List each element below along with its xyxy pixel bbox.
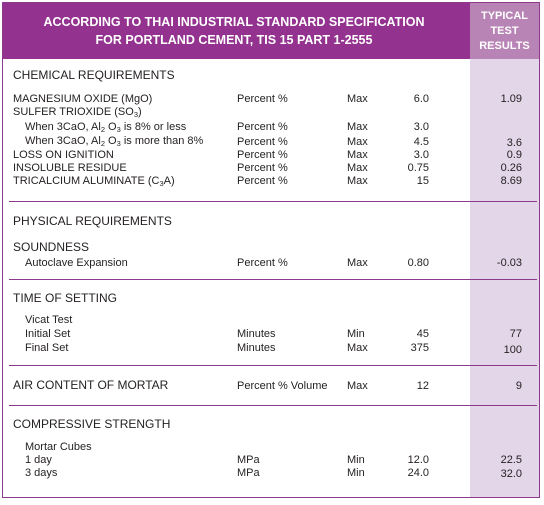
air-content-limit: Max bbox=[347, 380, 368, 392]
so3-b-t1: When 3CaO, Al bbox=[25, 135, 101, 147]
final-set-name: Final Set bbox=[25, 342, 69, 354]
autoclave-unit: Percent % bbox=[237, 257, 288, 269]
ir-unit: Percent % bbox=[237, 162, 288, 174]
so3-a-name: When 3CaO, Al2 O3 is 8% or less bbox=[25, 120, 186, 134]
so3-a-unit: Percent % bbox=[237, 121, 288, 133]
so3-name-text: SULFER TRIOXIDE (SO bbox=[13, 106, 134, 118]
so3-a-limit: Max bbox=[347, 121, 368, 133]
loi-result: 0.9 bbox=[506, 149, 522, 161]
autoclave-name: Autoclave Expansion bbox=[25, 257, 128, 269]
air-content-result: 9 bbox=[515, 380, 522, 392]
header-title: ACCORDING TO THAI INDUSTRIAL STANDARD SP… bbox=[3, 13, 465, 49]
mgo-limit: Max bbox=[347, 93, 368, 105]
mgo-spec: 6.0 bbox=[413, 93, 429, 105]
c3a-name: TRICALCIUM ALUMINATE (C3A) bbox=[13, 174, 175, 188]
ir-limit: Max bbox=[347, 162, 368, 174]
initial-set-limit: Min bbox=[347, 328, 365, 340]
results-header-line-2: TEST bbox=[490, 25, 519, 37]
initial-set-spec: 45 bbox=[416, 328, 429, 340]
initial-set-unit: Minutes bbox=[237, 328, 276, 340]
so3-b-name: When 3CaO, Al2 O3 is more than 8% bbox=[25, 134, 203, 148]
ir-spec: 0.75 bbox=[407, 162, 429, 174]
initial-set-name: Initial Set bbox=[25, 328, 71, 340]
air-content-title: AIR CONTENT OF MORTAR bbox=[13, 378, 169, 392]
mgo-unit: Percent % bbox=[237, 93, 288, 105]
autoclave-limit: Max bbox=[347, 257, 368, 269]
initial-set-result: 77 bbox=[509, 328, 522, 340]
air-content-unit: Percent % Volume bbox=[237, 380, 328, 392]
c3a-limit: Max bbox=[347, 175, 368, 187]
header-title-line-2: FOR PORTLAND CEMENT, TIS 15 PART 1-2555 bbox=[95, 33, 373, 47]
c3a-name-sub: 3 bbox=[159, 179, 164, 188]
so3-b-limit: Max bbox=[347, 136, 368, 148]
loi-limit: Max bbox=[347, 149, 368, 161]
autoclave-spec: 0.80 bbox=[407, 257, 429, 269]
results-header-line-1: TYPICAL bbox=[480, 10, 529, 22]
header-title-line-1: ACCORDING TO THAI INDUSTRIAL STANDARD SP… bbox=[43, 15, 425, 29]
so3-a-s2: 3 bbox=[116, 125, 121, 134]
so3-b-unit: Percent % bbox=[237, 136, 288, 148]
final-set-result: 100 bbox=[503, 344, 522, 356]
c3a-name-end: A) bbox=[163, 175, 175, 187]
loi-unit: Percent % bbox=[237, 149, 288, 161]
so3-a-t2: O bbox=[105, 121, 117, 133]
so3-b-result: 3.6 bbox=[506, 137, 522, 149]
results-header: TYPICAL TEST RESULTS bbox=[470, 3, 539, 59]
divider-soundness bbox=[9, 279, 537, 280]
three-days-unit: MPa bbox=[237, 467, 260, 479]
loi-name: LOSS ON IGNITION bbox=[13, 149, 114, 161]
one-day-limit: Min bbox=[347, 454, 365, 466]
divider-chemical bbox=[9, 201, 537, 202]
autoclave-result: -0.03 bbox=[496, 257, 522, 269]
one-day-result: 22.5 bbox=[500, 454, 522, 466]
final-set-limit: Max bbox=[347, 342, 368, 354]
so3-name: SULFER TRIOXIDE (SO3) bbox=[13, 105, 142, 119]
mortar-cubes-label: Mortar Cubes bbox=[25, 441, 92, 453]
so3-a-t1: When 3CaO, Al bbox=[25, 121, 101, 133]
c3a-spec: 15 bbox=[416, 175, 429, 187]
results-header-title: TYPICAL TEST RESULTS bbox=[470, 9, 539, 54]
setting-section-title: TIME OF SETTING bbox=[13, 291, 117, 305]
three-days-result: 32.0 bbox=[500, 468, 522, 480]
spec-table: ACCORDING TO THAI INDUSTRIAL STANDARD SP… bbox=[2, 2, 540, 498]
divider-air bbox=[9, 405, 537, 406]
mgo-result: 1.09 bbox=[500, 93, 522, 105]
three-days-limit: Min bbox=[347, 467, 365, 479]
air-content-spec: 12 bbox=[416, 380, 429, 392]
so3-b-t2: O bbox=[105, 135, 117, 147]
one-day-name: 1 day bbox=[25, 454, 52, 466]
so3-b-s1: 2 bbox=[100, 139, 105, 148]
final-set-unit: Minutes bbox=[237, 342, 276, 354]
table-header: ACCORDING TO THAI INDUSTRIAL STANDARD SP… bbox=[3, 3, 539, 59]
so3-b-t3: is more than 8% bbox=[120, 135, 204, 147]
one-day-spec: 12.0 bbox=[407, 454, 429, 466]
compressive-section-title: COMPRESSIVE STRENGTH bbox=[13, 417, 171, 431]
so3-b-spec: 4.5 bbox=[413, 136, 429, 148]
c3a-result: 8.69 bbox=[500, 175, 522, 187]
physical-section-title: PHYSICAL REQUIREMENTS bbox=[13, 214, 172, 228]
one-day-unit: MPa bbox=[237, 454, 260, 466]
three-days-spec: 24.0 bbox=[407, 467, 429, 479]
ir-name: INSOLUBLE RESIDUE bbox=[13, 162, 127, 174]
results-header-line-3: RESULTS bbox=[479, 40, 530, 52]
final-set-spec: 375 bbox=[410, 342, 429, 354]
so3-name-sub: 3 bbox=[133, 110, 138, 119]
three-days-name: 3 days bbox=[25, 467, 58, 479]
loi-spec: 3.0 bbox=[413, 149, 429, 161]
so3-a-t3: is 8% or less bbox=[120, 121, 187, 133]
c3a-name-text: TRICALCIUM ALUMINATE (C bbox=[13, 175, 160, 187]
soundness-title: SOUNDNESS bbox=[13, 240, 90, 254]
vicat-test-label: Vicat Test bbox=[25, 314, 73, 326]
c3a-unit: Percent % bbox=[237, 175, 288, 187]
so3-name-end: ) bbox=[138, 106, 142, 118]
ir-result: 0.26 bbox=[500, 162, 522, 174]
so3-a-s1: 2 bbox=[100, 125, 105, 134]
so3-a-spec: 3.0 bbox=[413, 121, 429, 133]
mgo-name: MAGNESIUM OXIDE (MgO) bbox=[13, 93, 153, 105]
results-column-background bbox=[470, 59, 539, 497]
so3-b-s2: 3 bbox=[116, 139, 121, 148]
chemical-section-title: CHEMICAL REQUIREMENTS bbox=[13, 68, 175, 82]
divider-setting bbox=[9, 365, 537, 366]
